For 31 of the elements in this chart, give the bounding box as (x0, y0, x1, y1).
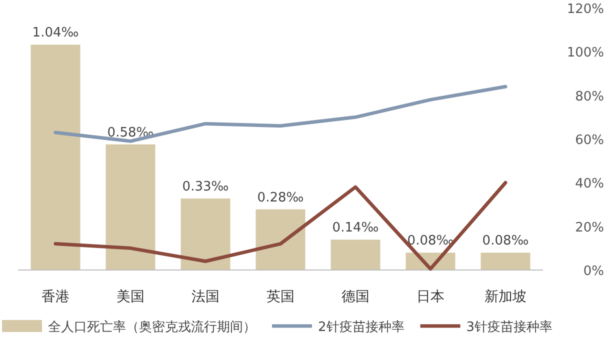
y2-tick-label: 0% (583, 264, 604, 279)
x-tick-label: 香港 (42, 289, 70, 305)
x-tick-label: 新加坡 (484, 289, 526, 305)
legend-label: 2针疫苗接种率 (318, 319, 404, 335)
x-tick-label: 美国 (116, 289, 144, 305)
legend-label: 3针疫苗接种率 (466, 319, 553, 335)
x-tick-label: 日本 (416, 289, 444, 305)
y2-tick-label: 100% (566, 46, 604, 61)
data-label: 0.14‰ (332, 220, 379, 236)
line-series (54, 84, 508, 143)
bar (106, 144, 156, 270)
data-label: 0.08‰ (482, 234, 529, 249)
bar (180, 198, 230, 270)
bar (330, 240, 380, 270)
y2-tick-label: 60% (575, 133, 604, 148)
data-label: 1.04‰ (32, 26, 79, 41)
y2-tick-label: 80% (575, 89, 604, 104)
bar (480, 252, 530, 270)
bar (256, 209, 306, 270)
x-tick-label: 德国 (342, 289, 370, 305)
legend-label: 全人口死亡率（奥密克戎流行期间） (48, 319, 256, 335)
y2-tick-label: 20% (575, 220, 604, 236)
data-label: 0.33‰ (182, 180, 229, 195)
y2-tick-label: 120% (566, 2, 604, 17)
bar (30, 44, 80, 270)
x-tick-label: 法国 (192, 289, 220, 305)
y2-tick-label: 40% (575, 176, 604, 192)
data-label: 0.08‰ (407, 234, 454, 249)
data-label: 0.58‰ (107, 125, 154, 140)
data-label: 0.28‰ (257, 190, 304, 206)
x-tick-label: 英国 (266, 289, 294, 305)
